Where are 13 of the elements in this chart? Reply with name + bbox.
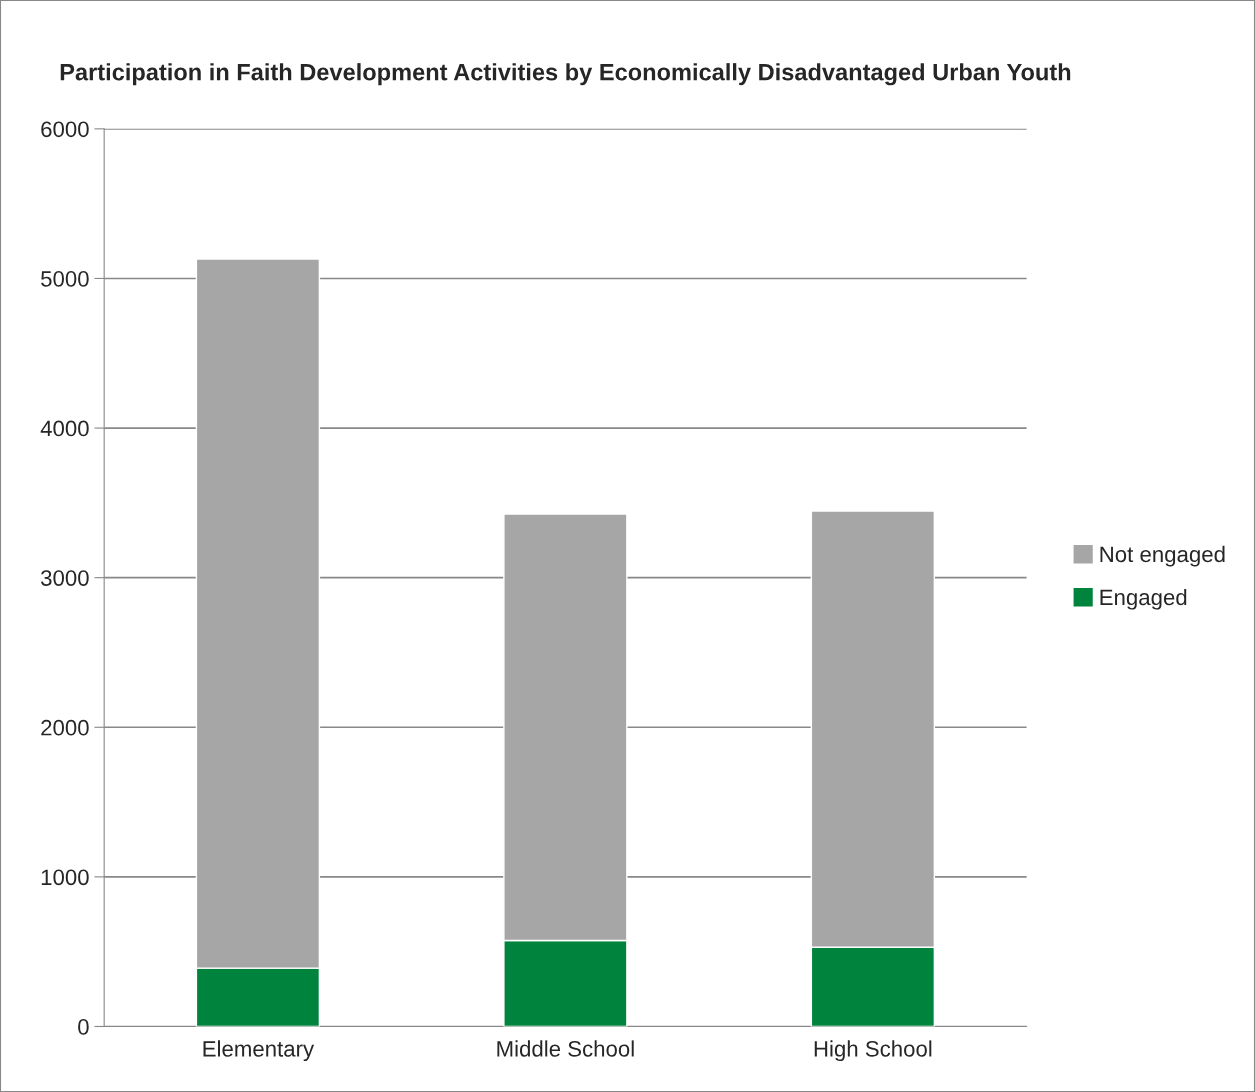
legend-label: Not engaged — [1100, 545, 1225, 567]
x-tick-label: High School — [814, 1040, 932, 1062]
y-tick-label: 4000 — [40, 420, 89, 437]
y-tick-label: 5000 — [41, 270, 89, 287]
chart-title: Participation in Faith Development Activities by Economically Disadvantaged Urban Youth — [60, 63, 1071, 86]
x-tick-label: Middle School — [497, 1040, 634, 1057]
x-tick-label: Elementary — [203, 1040, 315, 1062]
y-tick-label: 3000 — [41, 570, 89, 586]
y-tick-label: 2000 — [41, 719, 89, 736]
y-tick-label: 6000 — [41, 121, 89, 138]
y-tick-label: 1000 — [41, 869, 89, 886]
y-tick-label: 0 — [78, 1019, 89, 1035]
legend-label: Engaged — [1100, 588, 1187, 610]
